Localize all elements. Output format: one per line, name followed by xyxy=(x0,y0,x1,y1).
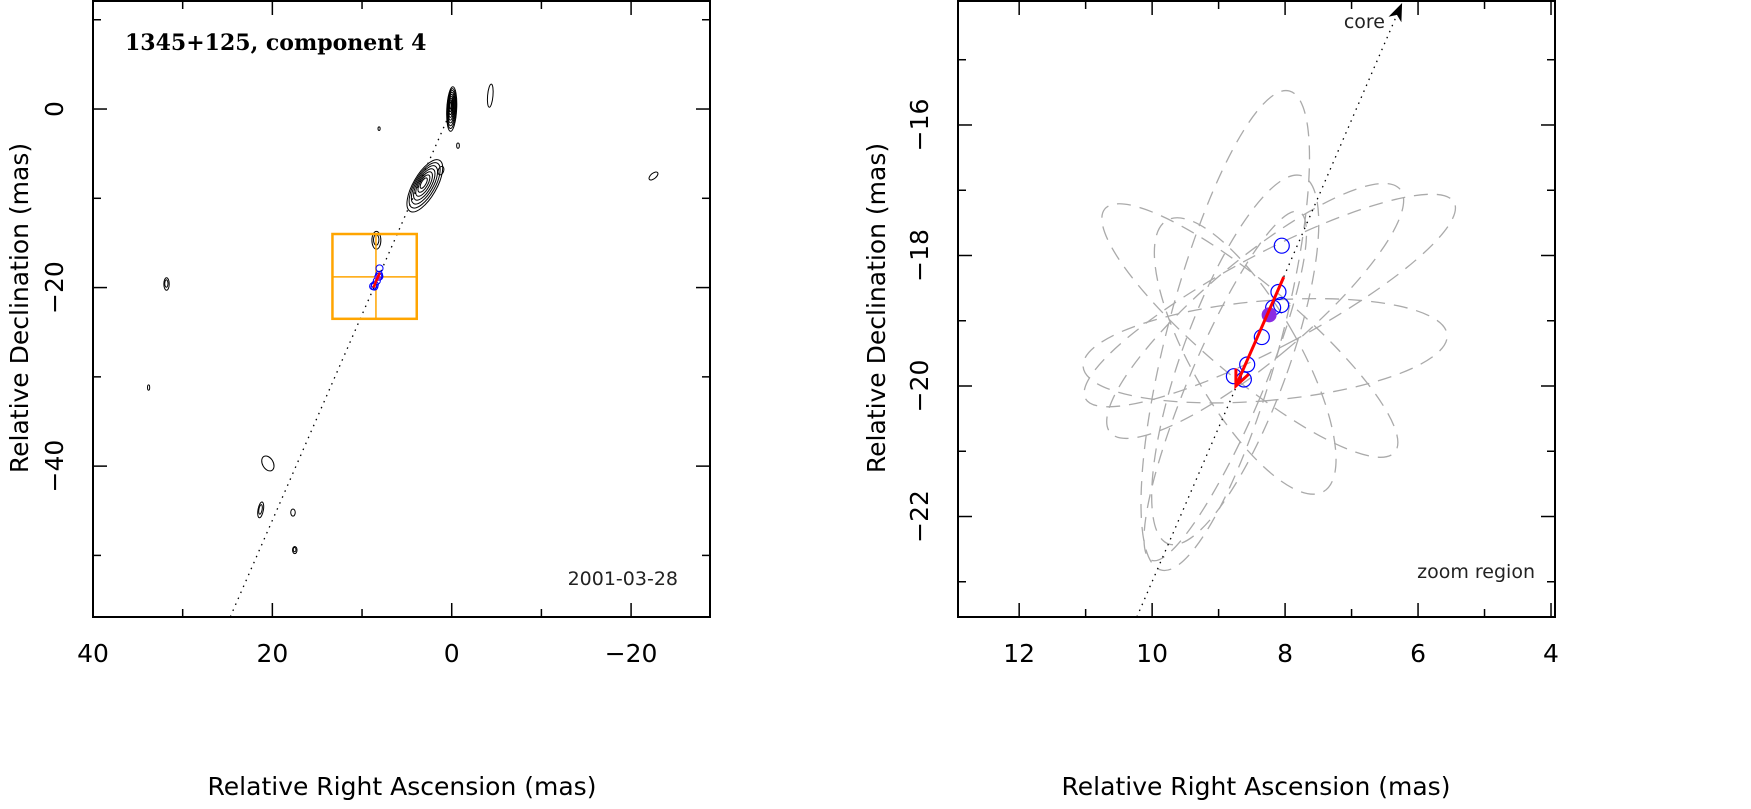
error-ellipse xyxy=(1151,174,1320,546)
motion-vector xyxy=(1234,276,1286,387)
zoom-region-label: zoom region xyxy=(1417,561,1535,583)
x-tick-label: 20 xyxy=(256,639,288,668)
contour-level xyxy=(406,159,444,213)
left-panel-map: 40 20 0 −20 0 −20 −40 1345+125, component 4 20… xyxy=(5,0,711,801)
epoch-date-label: 2001-03-28 xyxy=(568,568,678,590)
plot-area xyxy=(147,83,659,617)
contour-level xyxy=(456,142,460,149)
right-y-axis-label: Relative Declination (mas) xyxy=(862,143,891,473)
component-position-marker xyxy=(375,264,384,273)
y-tick-label: −22 xyxy=(905,490,934,543)
contour-level xyxy=(258,504,263,515)
x-tick-label: 40 xyxy=(77,639,109,668)
contour-level xyxy=(147,384,151,391)
left-x-axis-label: Relative Right Ascension (mas) xyxy=(208,772,597,801)
contour-level xyxy=(377,126,381,131)
contour-level xyxy=(648,171,659,181)
motion-arrowhead-icon xyxy=(1234,368,1250,390)
contour-level xyxy=(164,279,169,288)
left-panel-frame xyxy=(92,0,711,618)
contour-level xyxy=(419,177,428,189)
contour-level xyxy=(410,165,439,205)
error-ellipse xyxy=(1143,210,1308,562)
plot-area xyxy=(1082,2,1457,617)
component-position-marker xyxy=(1273,237,1290,254)
x-tick-label: 12 xyxy=(1003,639,1035,668)
x-tick-label: 6 xyxy=(1410,639,1426,668)
x-tick-label: 4 xyxy=(1543,639,1559,668)
left-panel-ticks: 40 20 0 −20 0 −20 −40 xyxy=(40,1,710,668)
right-panel-frame xyxy=(957,0,1556,618)
contour-level xyxy=(415,171,433,197)
error-ellipse xyxy=(1106,182,1405,440)
right-panel-marks xyxy=(1082,2,1457,617)
right-panel-ticks: 12 10 8 6 4 −16 −18 −20 −22 xyxy=(905,1,1559,668)
contour-level xyxy=(257,501,265,519)
x-tick-label: −20 xyxy=(605,639,658,668)
error-ellipse xyxy=(1101,203,1399,458)
error-ellipse xyxy=(1140,89,1311,572)
x-tick-label: 0 xyxy=(444,639,460,668)
contour-level xyxy=(413,168,436,201)
contour-level xyxy=(261,455,275,472)
y-tick-label: −20 xyxy=(905,360,934,413)
y-tick-label: 0 xyxy=(40,101,69,117)
motion-vector xyxy=(372,272,381,289)
core-arrowhead-icon xyxy=(1388,2,1403,23)
y-tick-label: −18 xyxy=(905,229,934,282)
contour-level xyxy=(417,174,431,193)
contour-level xyxy=(448,101,452,110)
component-position-marker xyxy=(1272,296,1290,314)
y-tick-label: −16 xyxy=(905,99,934,152)
contour-level xyxy=(163,277,170,291)
core-label: core xyxy=(1344,11,1385,33)
contour-level xyxy=(292,545,298,555)
y-tick-label: −20 xyxy=(40,261,69,314)
contour-level xyxy=(408,162,441,209)
x-tick-label: 10 xyxy=(1136,639,1168,668)
left-panel-marks xyxy=(147,83,659,617)
right-panel-zoom: 12 10 8 6 4 −16 −18 −20 −22 core zoom region Rel… xyxy=(862,0,1559,801)
contour-level xyxy=(437,165,445,176)
jet-axis-dotted-line xyxy=(229,108,453,617)
left-panel-title: 1345+125, component 4 xyxy=(125,30,426,56)
y-tick-label: −40 xyxy=(40,440,69,493)
error-ellipse xyxy=(1153,217,1337,495)
left-y-axis-label: Relative Declination (mas) xyxy=(5,143,34,473)
error-ellipse xyxy=(1082,297,1448,404)
contour-level xyxy=(290,508,296,517)
error-ellipse xyxy=(1083,193,1457,408)
contour-level xyxy=(486,83,494,108)
contour-level xyxy=(292,546,297,553)
right-x-axis-label: Relative Right Ascension (mas) xyxy=(1062,772,1451,801)
core-direction-dotted-line xyxy=(1136,2,1403,617)
x-tick-label: 8 xyxy=(1277,639,1293,668)
component-position-marker xyxy=(1270,283,1287,301)
